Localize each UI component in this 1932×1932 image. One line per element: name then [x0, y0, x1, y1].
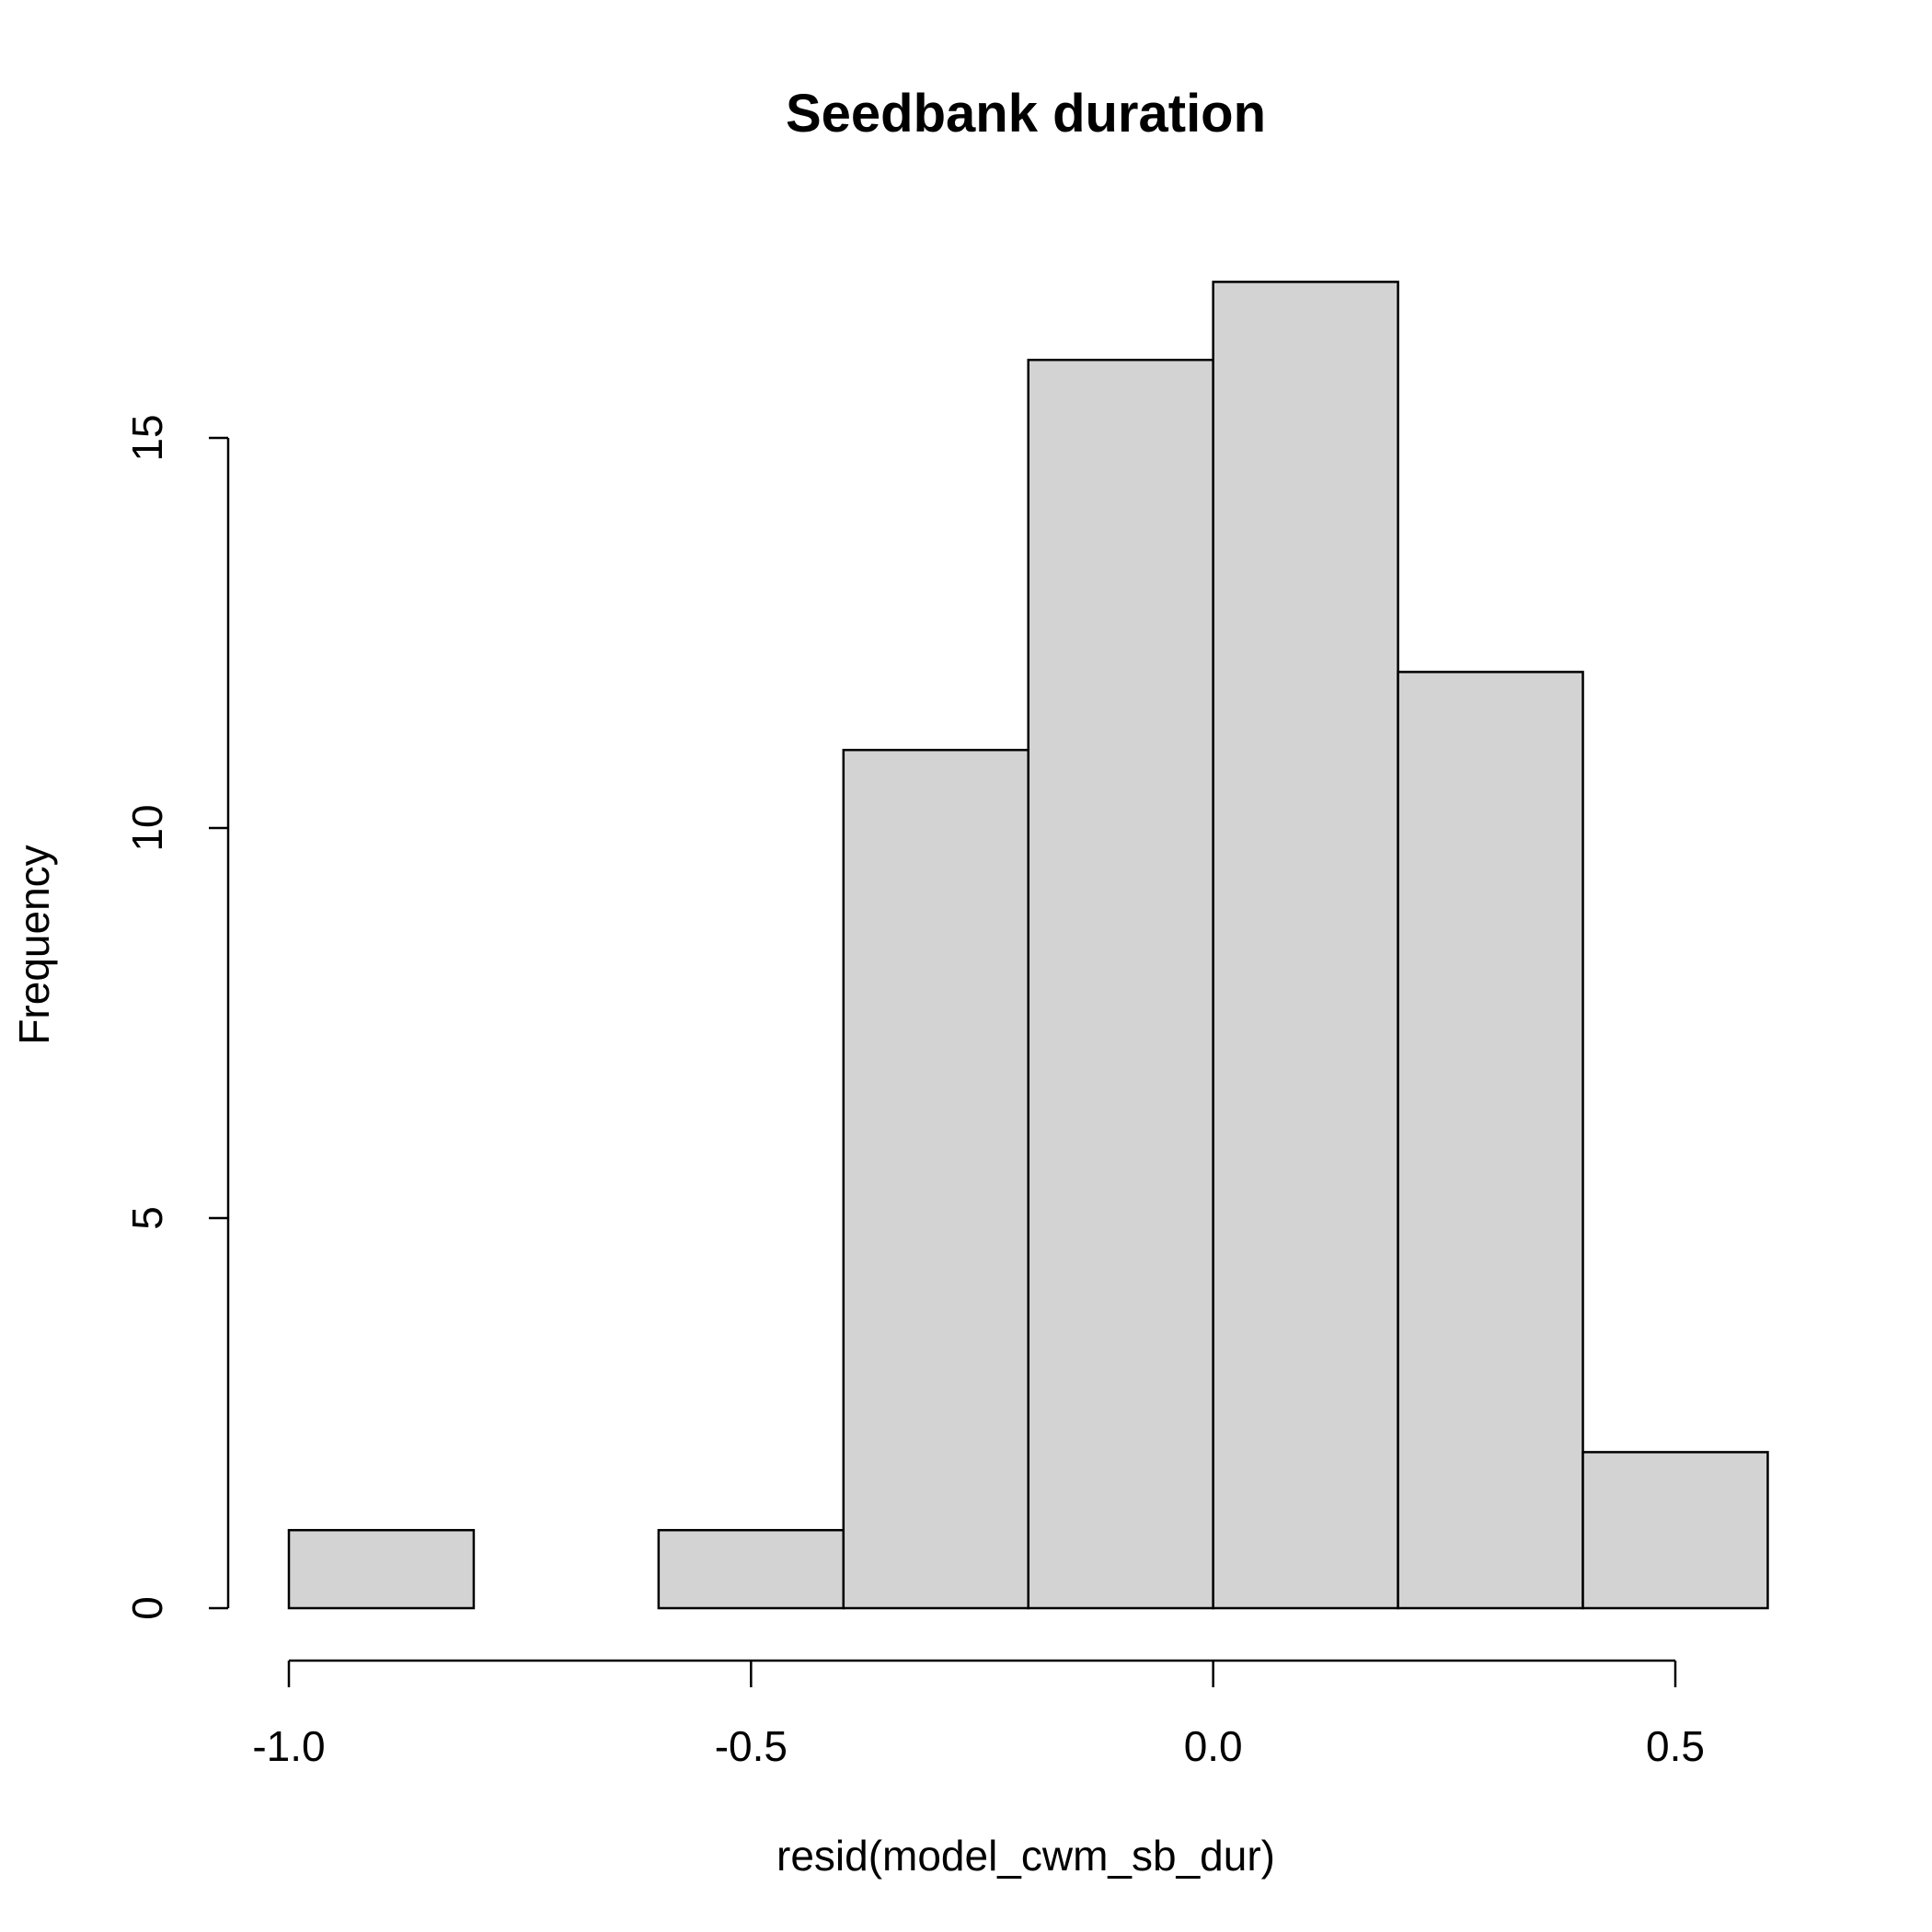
histogram-bars — [287, 281, 1769, 1610]
y-tick-label: 15 — [123, 414, 171, 461]
histogram-bar — [842, 748, 1029, 1610]
histogram-bar — [1027, 358, 1214, 1610]
y-tick-label: 10 — [123, 804, 171, 851]
x-tick-label: -1.0 — [252, 1722, 325, 1770]
x-tick-label: -0.5 — [715, 1722, 788, 1770]
histogram-bar — [657, 1528, 845, 1610]
y-tick-label: 0 — [123, 1596, 171, 1620]
histogram-bar — [1581, 1451, 1769, 1610]
histogram-bar — [287, 1528, 476, 1610]
histogram-bar — [1397, 671, 1584, 1610]
y-tick-label: 5 — [123, 1206, 171, 1230]
x-tick-label: 0.5 — [1646, 1722, 1705, 1770]
y-axis: 0 5 10 15 — [123, 414, 230, 1620]
x-axis: -1.0 -0.5 0.0 0.5 — [252, 1659, 1705, 1770]
x-tick-label: 0.0 — [1184, 1722, 1243, 1770]
y-axis-label: Frequency — [10, 845, 58, 1044]
chart-title: Seedbank duration — [786, 84, 1266, 144]
histogram-bar — [1212, 281, 1399, 1610]
x-axis-label: resid(model_cwm_sb_dur) — [776, 1832, 1275, 1880]
